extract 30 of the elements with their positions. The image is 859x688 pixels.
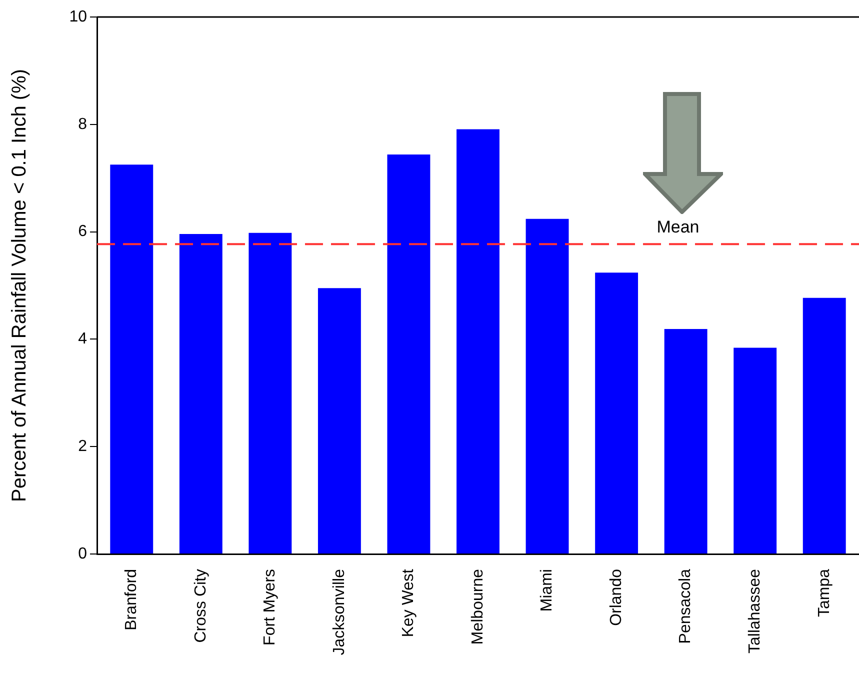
bar <box>387 154 430 554</box>
x-tick-label: Cross City <box>192 569 210 643</box>
x-tick-label: Jacksonville <box>330 568 348 656</box>
x-tick-label: Melbourne <box>469 568 486 645</box>
y-tick-label: 8 <box>78 116 88 133</box>
bar <box>595 272 638 554</box>
x-tick-label: Pensacola <box>677 568 694 644</box>
bar <box>526 218 569 554</box>
bar <box>110 164 154 554</box>
y-tick-label: 6 <box>78 223 88 240</box>
bar <box>179 234 222 554</box>
x-tick-label: Branford <box>123 569 140 630</box>
x-tick-label: Key West <box>400 568 418 638</box>
y-tick-label: 10 <box>69 8 88 26</box>
bar <box>664 328 708 554</box>
y-tick-label: 2 <box>78 438 88 456</box>
bar <box>318 288 361 554</box>
x-tick-label: Orlando <box>608 568 625 626</box>
x-tick-label: Tampa <box>816 568 833 618</box>
x-tick-label: Fort Myers <box>262 569 279 646</box>
bar <box>456 129 500 554</box>
y-tick-label: 4 <box>78 330 88 348</box>
bar <box>734 348 777 554</box>
ref-line-label: Mean <box>656 217 700 236</box>
y-axis-title: Percent of Annual Rainfall Volume < 0.1 Inch (%) <box>8 68 31 502</box>
bar <box>248 232 292 554</box>
y-tick-label: 0 <box>78 545 88 562</box>
bar <box>802 298 846 554</box>
x-tick-label: Miami <box>538 569 556 612</box>
x-tick-label: Tallahassee <box>746 568 764 654</box>
